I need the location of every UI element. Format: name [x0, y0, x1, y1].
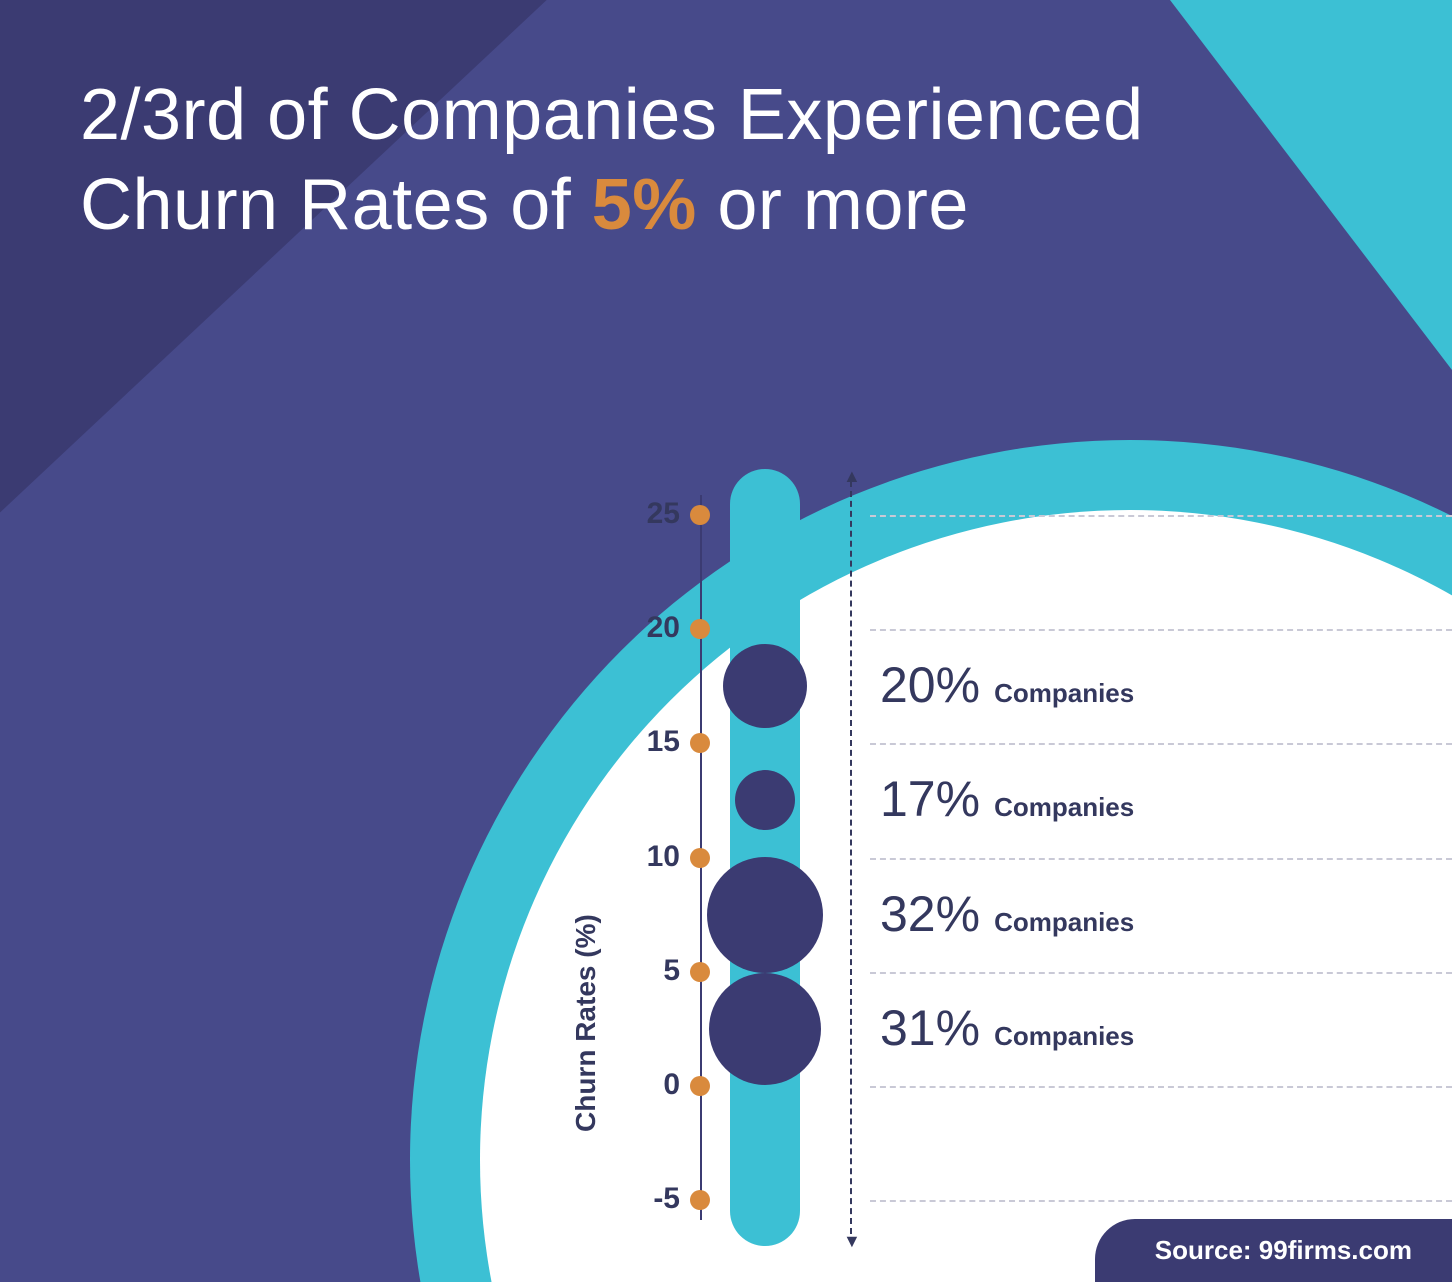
headline-part: or more	[697, 165, 969, 245]
bubble-label: 32% Companies	[880, 885, 1134, 943]
bubble-label: 17% Companies	[880, 770, 1134, 828]
gridline	[870, 1086, 1452, 1088]
data-bubble	[709, 973, 821, 1085]
data-bubble	[707, 857, 823, 973]
y-tick-label: 5	[610, 954, 680, 988]
y-tick-label: -5	[610, 1182, 680, 1216]
bubble-label: 20% Companies	[880, 656, 1134, 714]
y-tick-dot	[690, 505, 710, 525]
y-tick-dot	[690, 1190, 710, 1210]
data-bubble	[735, 770, 795, 830]
source-pill: Source: 99firms.com	[1095, 1219, 1452, 1282]
y-tick-label: 20	[610, 611, 680, 645]
bubble-suffix: Companies	[994, 1021, 1134, 1052]
bubble-suffix: Companies	[994, 792, 1134, 823]
y-tick-label: 10	[610, 840, 680, 874]
gridline	[870, 858, 1452, 860]
gridline	[870, 629, 1452, 631]
headline-accent: 5%	[592, 165, 697, 245]
y-axis-title: Churn Rates (%)	[570, 914, 602, 1132]
headline: 2/3rd of Companies Experienced Churn Rat…	[80, 70, 1332, 250]
bubble-label: 31% Companies	[880, 999, 1134, 1057]
bubble-suffix: Companies	[994, 907, 1134, 938]
gridline	[870, 743, 1452, 745]
y-tick-dot	[690, 848, 710, 868]
source-text: Source: 99firms.com	[1155, 1235, 1412, 1265]
y-tick-label: 0	[610, 1068, 680, 1102]
gridline	[870, 972, 1452, 974]
bubble-percent: 31%	[880, 999, 980, 1057]
range-bracket	[850, 481, 852, 1233]
bubble-percent: 17%	[880, 770, 980, 828]
infographic-canvas: 2/3rd of Companies Experienced Churn Rat…	[0, 0, 1452, 1282]
y-tick-label: 15	[610, 725, 680, 759]
bracket-arrow-up-icon: ▲	[843, 467, 861, 485]
bubble-percent: 32%	[880, 885, 980, 943]
gridline	[870, 515, 1452, 517]
y-tick-label: 25	[610, 497, 680, 531]
bracket-arrow-down-icon: ▼	[843, 1232, 861, 1250]
bubble-percent: 20%	[880, 656, 980, 714]
y-tick-dot	[690, 962, 710, 982]
gridline	[870, 1200, 1452, 1202]
bubble-suffix: Companies	[994, 678, 1134, 709]
y-tick-dot	[690, 1076, 710, 1096]
data-bubble	[723, 644, 807, 728]
